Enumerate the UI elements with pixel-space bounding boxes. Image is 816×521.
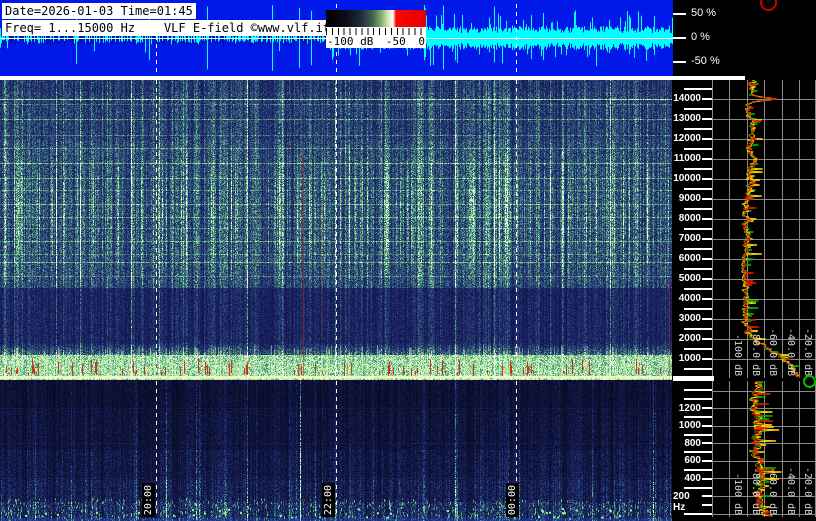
time-marker-line [156, 80, 157, 378]
freq-label: 1000 [677, 353, 702, 364]
time-label: 00:00 [506, 483, 519, 518]
time-marker-line [516, 80, 517, 378]
divider [673, 376, 714, 381]
time-marker-line [156, 381, 157, 516]
freq-label: 6000 [677, 253, 702, 264]
freq-label: 11000 [672, 153, 702, 164]
freq-tick [684, 328, 712, 330]
freq-tick [684, 451, 712, 453]
marker-circle-red-icon [760, 0, 777, 11]
freq-label: 400 [683, 473, 702, 484]
colorbar-min-label: -100 dB [327, 35, 374, 48]
freq-tick [684, 368, 712, 370]
amplitude-scale: 50 % 0 % -50 % [673, 0, 816, 76]
colorbar-tick-strip [326, 27, 426, 35]
time-label: 20:00 [142, 483, 155, 518]
db-label: -20.0 dB [802, 466, 813, 515]
amplitude-label: -50 % [691, 55, 720, 67]
freq-label: 4000 [677, 293, 702, 304]
colorbar: -100 dB -50 0 [326, 10, 426, 48]
freq-label: 200 Hz [672, 491, 702, 513]
freq-label: 600 [683, 455, 702, 466]
freq-tick [684, 308, 712, 310]
freq-tick [684, 487, 712, 489]
db-label: -40.0 dB [785, 327, 796, 376]
db-label: -40.0 dB [785, 466, 796, 515]
freq-tick [684, 434, 712, 436]
db-label: -20.0 dB [802, 327, 813, 376]
freq-tick [684, 513, 712, 515]
freq-tick [684, 228, 712, 230]
db-label: -60.0 dB [767, 327, 778, 376]
amplitude-tick [673, 61, 686, 63]
time-label: 22:00 [322, 483, 335, 518]
freq-label: 9000 [677, 193, 702, 204]
time-marker-line [336, 80, 337, 378]
main-spectrum-panel: -100 dB -80.0 dB -60.0 dB -40.0 dB -20.0… [710, 80, 816, 378]
db-label: -80.0 dB [750, 466, 761, 515]
freq-tick [684, 389, 712, 391]
time-marker-line [516, 381, 517, 516]
freq-tick [684, 268, 712, 270]
amplitude-label: 50 % [691, 7, 717, 19]
freq-label: 12000 [672, 133, 702, 144]
freq-tick [684, 348, 712, 350]
main-freq-axis: 14000 13000 12000 11000 10000 9000 8000 … [672, 80, 712, 378]
amplitude-tick [673, 13, 686, 15]
freq-label: 13000 [672, 113, 702, 124]
amplitude-label: 0 % [691, 31, 710, 43]
divider [0, 76, 745, 80]
freq-tick [684, 469, 712, 471]
colorbar-mid-label: -50 [385, 35, 406, 48]
freq-range-readout: Freq= 1...15000 Hz VLF E-field ©www.vlf.… [2, 20, 334, 36]
freq-label: 3000 [677, 313, 702, 324]
colorbar-gradient [326, 10, 426, 27]
freq-tick [684, 416, 712, 418]
freq-tick [684, 248, 712, 250]
db-label: -60.0 dB [767, 466, 778, 515]
freq-tick [684, 108, 712, 110]
date-time-readout: Date=2026-01-03 Time=01:45 [2, 3, 196, 19]
time-marker-line [516, 4, 517, 76]
freq-tick [684, 148, 712, 150]
freq-tick [684, 288, 712, 290]
db-label: -100 dB [732, 472, 743, 515]
marker-circle-green-icon [803, 375, 816, 388]
freq-label: 800 [683, 438, 702, 449]
freq-label: 8000 [677, 213, 702, 224]
freq-tick [684, 188, 712, 190]
freq-tick [684, 208, 712, 210]
colorbar-max-label: 0 [418, 35, 425, 48]
freq-label: 1000 [677, 420, 702, 431]
db-label: -80.0 dB [750, 327, 761, 376]
freq-label: 2000 [677, 333, 702, 344]
freq-tick [684, 168, 712, 170]
time-marker-line [156, 4, 157, 76]
freq-tick [684, 398, 712, 400]
colorbar-labels: -100 dB -50 0 [326, 35, 426, 48]
db-label: -100 dB [732, 333, 743, 376]
time-marker-line [336, 381, 337, 516]
low-spectrum-panel: -100 dB -80.0 dB -60.0 dB -40.0 dB -20.0… [710, 381, 816, 517]
low-freq-axis: 1200 1000 800 600 400 200 Hz [672, 381, 712, 521]
freq-label: 1200 [677, 403, 702, 414]
freq-label: 14000 [672, 93, 702, 104]
freq-label: 7000 [677, 233, 702, 244]
amplitude-tick [673, 37, 686, 39]
freq-label: 5000 [677, 273, 702, 284]
main-spectrum-plot [710, 80, 816, 378]
freq-label: 10000 [672, 173, 702, 184]
freq-tick [684, 128, 712, 130]
low-spectrum-plot [710, 381, 816, 517]
freq-tick [684, 88, 712, 90]
